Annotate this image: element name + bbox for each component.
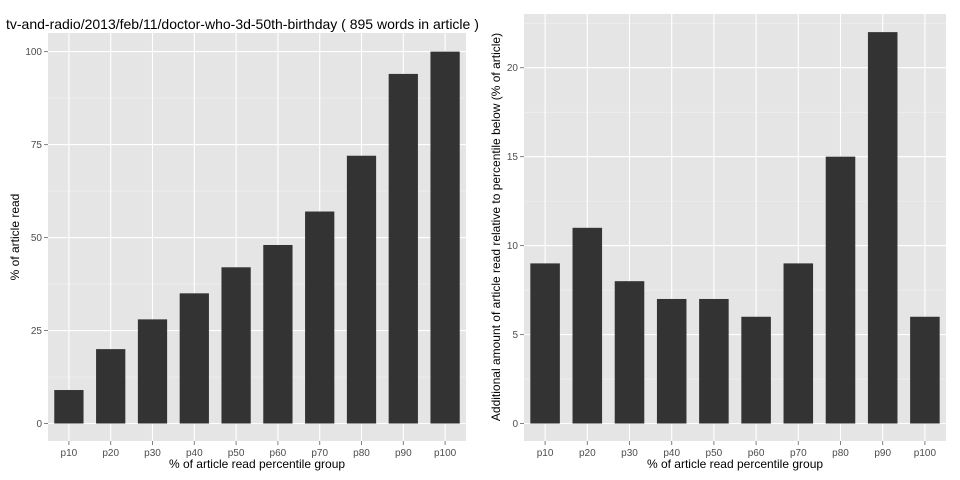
x-tick-label: p60 — [270, 448, 287, 459]
x-tick-label: p60 — [748, 448, 765, 459]
y-tick-label: 5 — [512, 330, 518, 341]
y-tick-label: 15 — [507, 152, 519, 163]
bar-p50 — [221, 267, 251, 424]
y-tick-label: 0 — [36, 419, 42, 430]
bar-p70 — [783, 263, 814, 424]
x-tick-label: p80 — [353, 448, 370, 459]
x-tick-label: p20 — [579, 448, 596, 459]
y-tick-label: 20 — [507, 63, 519, 74]
x-tick-label: p10 — [537, 448, 554, 459]
x-tick-label: p70 — [790, 448, 807, 459]
x-tick-label: p70 — [311, 448, 328, 459]
x-tick-label: p90 — [874, 448, 891, 459]
x-tick-label: p100 — [914, 448, 937, 459]
left-y-axis-title: % of article read — [8, 194, 22, 281]
y-tick-label: 50 — [31, 233, 43, 244]
left-chart: tv-and-radio/2013/feb/11/doctor-who-3d-5… — [6, 16, 479, 471]
bar-p90 — [388, 73, 418, 424]
left-bars — [54, 51, 460, 424]
bar-p70 — [305, 211, 335, 424]
x-tick-label: p40 — [663, 448, 680, 459]
bar-p20 — [96, 349, 126, 424]
left-chart-title: tv-and-radio/2013/feb/11/doctor-who-3d-5… — [6, 16, 479, 32]
bar-p100 — [430, 51, 460, 424]
bar-p10 — [530, 263, 560, 424]
bar-p100 — [910, 316, 940, 424]
bar-p80 — [825, 156, 856, 424]
right-y-axis-title: Additional amount of article read relati… — [489, 33, 503, 421]
bar-p30 — [614, 281, 645, 424]
bar-p60 — [741, 316, 771, 424]
bar-p40 — [656, 298, 687, 424]
bar-p30 — [137, 319, 168, 424]
right-y-axis: 0 5 10 15 20 — [507, 63, 524, 430]
x-tick-label: p90 — [395, 448, 412, 459]
y-tick-label: 75 — [31, 140, 43, 151]
right-bars — [530, 32, 940, 424]
right-x-axis-title: % of article read percentile group — [647, 457, 823, 471]
y-tick-label: 100 — [25, 47, 42, 58]
x-tick-label: p50 — [706, 448, 723, 459]
y-tick-label: 0 — [512, 419, 518, 430]
x-tick-label: p30 — [144, 448, 161, 459]
bar-p20 — [572, 227, 603, 424]
x-tick-label: p20 — [102, 448, 119, 459]
right-chart: 0 5 10 15 20 p10 p20 p30 p40 p50 p60 p70 p80 p90 p100… — [489, 14, 946, 471]
y-tick-label: 10 — [507, 241, 519, 252]
bar-p80 — [346, 155, 377, 424]
x-tick-label: p10 — [61, 448, 78, 459]
bar-p50 — [699, 298, 729, 424]
left-x-axis: p10 p20 p30 p40 p50 p60 p70 p80 p90 p100 — [61, 441, 457, 459]
x-tick-label: p50 — [228, 448, 245, 459]
x-tick-label: p100 — [434, 448, 457, 459]
bar-p10 — [54, 390, 84, 424]
bar-p40 — [179, 293, 209, 424]
x-tick-label: p80 — [832, 448, 849, 459]
left-y-axis: 0 25 50 75 100 — [25, 47, 48, 430]
left-x-axis-title: % of article read percentile group — [169, 457, 345, 471]
bar-p90 — [867, 32, 898, 424]
right-x-axis: p10 p20 p30 p40 p50 p60 p70 p80 p90 p100 — [537, 441, 937, 459]
bar-p60 — [263, 244, 293, 424]
x-tick-label: p40 — [186, 448, 203, 459]
y-tick-label: 25 — [31, 326, 43, 337]
x-tick-label: p30 — [621, 448, 638, 459]
